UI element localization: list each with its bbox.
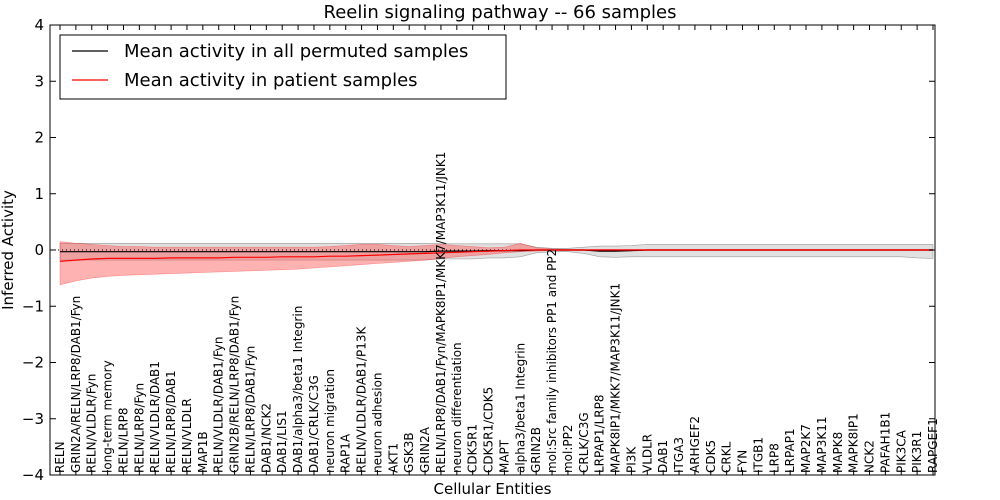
y-axis-label: Inferred Activity bbox=[0, 190, 17, 310]
legend-label-patient: Mean activity in patient samples bbox=[124, 70, 418, 91]
series-line-patient bbox=[59, 249, 933, 262]
band-permuted bbox=[59, 243, 934, 261]
x-category-label: alpha3/beta1 Integrin bbox=[513, 343, 527, 473]
x-category-label: LRPAP1 bbox=[783, 428, 797, 473]
x-category-label: AKT1 bbox=[386, 443, 400, 473]
x-category-label: CDK5R1/CDK5 bbox=[482, 387, 496, 473]
x-category-label: DAB1/CRLK/C3G bbox=[307, 375, 321, 473]
legend-box bbox=[59, 34, 507, 100]
x-category-label: RELN/LRP8/DAB1/Fyn bbox=[243, 346, 257, 473]
y-tick-label: −4 bbox=[22, 466, 44, 484]
x-category-label: neuron migration bbox=[323, 369, 337, 473]
y-tick-label: 4 bbox=[34, 16, 44, 34]
x-axis-label: Cellular Entities bbox=[434, 480, 552, 498]
x-category-label: MAPK8 bbox=[831, 432, 845, 473]
x-category-label: ITGA3 bbox=[672, 437, 686, 473]
x-category-label: CDK5R1 bbox=[466, 424, 480, 473]
x-category-label: RELN bbox=[53, 441, 67, 473]
x-category-label: RELN/LRP8/Fyn bbox=[132, 383, 146, 473]
legend-label-permuted: Mean activity in all permuted samples bbox=[124, 41, 468, 62]
y-tick-label: 2 bbox=[34, 129, 44, 147]
x-category-label: PIK3CA bbox=[894, 429, 908, 473]
x-category-label: RELN/VLDLR bbox=[180, 398, 194, 473]
x-category-label: MAP2K7 bbox=[799, 424, 813, 473]
chart-title: Reelin signaling pathway -- 66 samples bbox=[324, 2, 677, 23]
x-category-label: GRIN2B bbox=[529, 427, 543, 473]
x-category-label: neuron differentiation bbox=[450, 342, 464, 473]
x-category-label: RELN/LRP8 bbox=[116, 407, 130, 473]
x-category-label: mol:Src family inhibitors PP1 and PP2 bbox=[545, 249, 559, 473]
x-category-label: ITGB1 bbox=[751, 437, 765, 473]
x-category-label: RELN/LRP8/DAB1/Fyn/MAPK8IP1/MKK7/MAP3K11… bbox=[434, 152, 448, 473]
x-category-label: GRIN2A bbox=[418, 426, 432, 473]
x-category-label: PIK3R1 bbox=[910, 431, 924, 473]
x-axis: RELN GRIN2A/RELN/LRP8/DAB1/Fyn RELN/VLDLR/… bbox=[53, 25, 940, 475]
x-category-label: RELN/VLDLR/Fyn bbox=[85, 374, 99, 473]
x-category-label: RAP1A bbox=[339, 433, 353, 473]
y-tick-label: −2 bbox=[22, 354, 44, 372]
x-category-label: GRIN2A/RELN/LRP8/DAB1/Fyn bbox=[69, 296, 83, 473]
x-category-label: ARHGEF2 bbox=[688, 416, 702, 473]
x-category-label: DAB1/NCK2 bbox=[259, 403, 273, 473]
series-lines bbox=[59, 249, 933, 262]
x-category-label: MAPT bbox=[497, 439, 511, 473]
x-category-label: NCK2 bbox=[863, 440, 877, 473]
x-category-label: LRPAP1/LRP8 bbox=[593, 394, 607, 473]
x-category-label: CRKL bbox=[720, 441, 734, 473]
x-category-label: DAB1 bbox=[656, 440, 670, 473]
y-tick-label: −3 bbox=[22, 410, 44, 428]
x-category-label: GSK3B bbox=[402, 432, 416, 473]
x-category-label: LRP8 bbox=[767, 443, 781, 473]
y-tick-label: −1 bbox=[22, 297, 44, 315]
legend: Mean activity in all permuted samples Mea… bbox=[59, 34, 507, 100]
y-tick-label: 3 bbox=[34, 72, 44, 90]
x-category-label: neuron adhesion bbox=[370, 372, 384, 473]
x-category-label: FYN bbox=[736, 450, 750, 473]
x-category-label: VLDLR bbox=[640, 434, 654, 473]
x-category-label: RELN/VLDLR/DAB1 bbox=[148, 361, 162, 473]
x-category-label: RELN/VLDLR/DAB1/P13K bbox=[355, 326, 369, 473]
x-category-label: PAFAH1B1 bbox=[878, 412, 892, 473]
y-tick-label: 1 bbox=[34, 185, 44, 203]
x-category-label: CRLK/C3G bbox=[577, 412, 591, 473]
x-category-label: DAB1/LIS1 bbox=[275, 410, 289, 473]
x-category-label: MAPK8IP1/MKK7/MAP3K11/JNK1 bbox=[609, 283, 623, 473]
y-tick-label: 0 bbox=[34, 241, 44, 259]
x-category-label: CDK5 bbox=[704, 440, 718, 473]
x-category-label: PI3K bbox=[624, 446, 638, 473]
x-category-label: MAPK8IP1 bbox=[847, 413, 861, 473]
y-axis: −4 −3 −2 −1 0 1 2 3 4 bbox=[22, 16, 935, 484]
confidence-bands bbox=[59, 241, 934, 286]
x-category-label: mol:PP2 bbox=[561, 424, 575, 473]
x-category-label: GRIN2B/RELN/LRP8/DAB1/Fyn bbox=[228, 296, 242, 473]
x-category-label: long-term memory bbox=[101, 360, 115, 473]
x-category-label: MAP3K11 bbox=[815, 416, 829, 473]
x-category-label: RELN/VLDLR/DAB1/Fyn bbox=[212, 337, 226, 473]
x-category-label: MAP1B bbox=[196, 431, 210, 473]
x-category-label: RAPGEF1 bbox=[926, 418, 940, 473]
x-category-label: RELN/LRP8/DAB1 bbox=[164, 370, 178, 473]
x-category-label: DAB1/alpha3/beta1 Integrin bbox=[291, 306, 305, 473]
